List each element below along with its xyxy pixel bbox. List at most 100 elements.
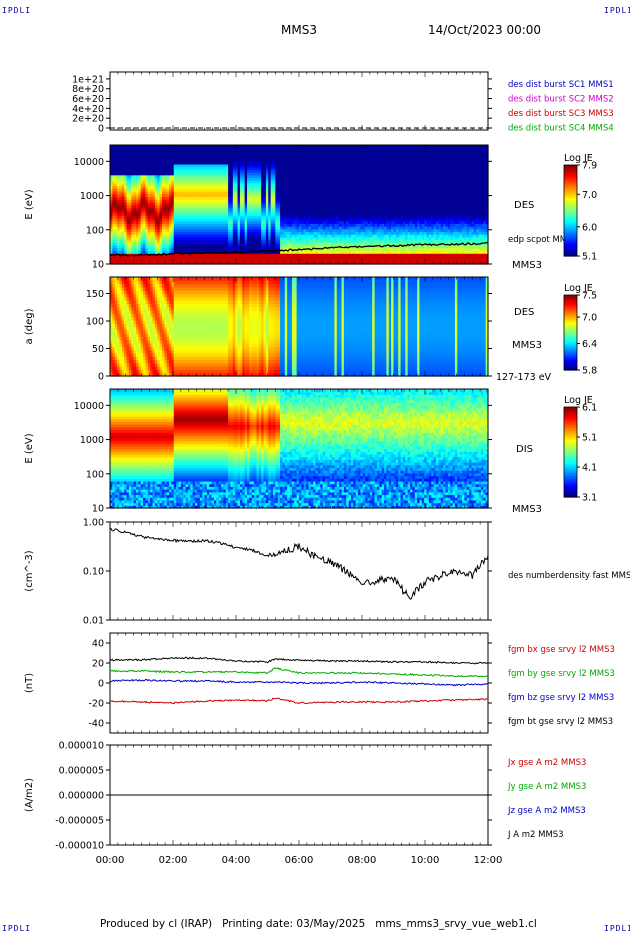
legend-entry: Jz gse A m2 MMS3 <box>507 806 586 816</box>
field-line-2 <box>109 678 489 687</box>
colorbar-title: Log JE <box>564 395 593 406</box>
colorbar-frame <box>563 406 578 498</box>
ytick-label: 10 <box>92 260 104 271</box>
xtick-label: 08:00 <box>348 855 377 866</box>
ytick-label: -40 <box>88 719 104 730</box>
corner-label-top-right: IPDLI <box>604 6 630 15</box>
datetime-title: 14/Oct/2023 00:00 <box>428 23 542 37</box>
field-line-3 <box>109 656 489 665</box>
overlay-label: edp scpot MMS3 <box>508 235 578 245</box>
legend-entry: des dist burst SC1 MMS1 <box>508 80 614 90</box>
colorbar-tick-label: 7.5 <box>582 291 597 302</box>
colorbar-tick-label: 5.8 <box>582 366 597 377</box>
colorbar-tick-label: 5.1 <box>582 433 597 444</box>
colorbar-frame <box>563 294 578 371</box>
ytick-label: 1e+21 <box>72 74 104 85</box>
legend-entry: des numberdensity fast MMS3 <box>508 571 630 581</box>
corner-label-bottom-right: IPDLI <box>604 924 630 933</box>
ytick-label: 0 <box>98 679 104 690</box>
spacecraft-label: MMS3 <box>512 340 542 351</box>
y-axis-label: a (deg) <box>24 308 35 344</box>
xtick-label: 06:00 <box>285 855 314 866</box>
field-line-1 <box>109 667 489 678</box>
xtick-label: 00:00 <box>96 855 125 866</box>
panel-frame-distance <box>109 71 489 131</box>
colorbar-title: Log JE <box>564 153 593 164</box>
corner-label-bottom-left: IPDLI <box>2 924 32 933</box>
spacecraft-label: MMS3 <box>512 504 542 515</box>
density-line <box>109 527 489 600</box>
ytick-label: 1000 <box>80 435 104 446</box>
spacecraft-title: MMS3 <box>281 23 317 37</box>
ytick-label: 100 <box>86 469 104 480</box>
ytick-label: 1000 <box>80 191 104 202</box>
ytick-label: 20 <box>92 659 104 670</box>
ytick-label: 0.000005 <box>59 766 104 777</box>
ytick-label: 8e+20 <box>72 84 104 95</box>
xtick-label: 02:00 <box>159 855 188 866</box>
ytick-label: 40 <box>92 639 104 650</box>
legend-entry: des dist burst SC4 MMS4 <box>508 124 614 134</box>
legend-entry: J A m2 MMS3 <box>507 830 564 840</box>
colorbar-tick-label: 6.4 <box>582 339 597 350</box>
colorbar-tick-label: 5.1 <box>582 252 597 263</box>
des-spectrogram-image <box>110 145 489 265</box>
ytick-label: 150 <box>86 289 104 300</box>
ytick-label: -0.000010 <box>55 841 104 852</box>
legend-entry: fgm by gse srvy l2 MMS3 <box>508 669 615 679</box>
ytick-label: 10 <box>92 504 104 515</box>
legend-entry: fgm bt gse srvy l2 MMS3 <box>508 717 613 727</box>
ytick-label: 0.000000 <box>59 791 104 802</box>
instrument-label: DIS <box>516 444 533 455</box>
field-line-0 <box>109 697 489 705</box>
ytick-label: 4e+20 <box>72 104 104 115</box>
y-axis-label: E (eV) <box>24 433 35 463</box>
pitch-angle-image <box>110 277 489 377</box>
xtick-label: 12:00 <box>474 855 503 866</box>
ytick-label: 10000 <box>74 401 104 412</box>
colorbar-tick-label: 7.0 <box>582 190 597 201</box>
dis-spectrogram-image <box>110 389 489 509</box>
colorbar-tick-label: 4.1 <box>582 463 597 474</box>
instrument-label: DES <box>514 307 534 318</box>
colorbar-tick-label: 7.9 <box>582 161 597 172</box>
minor-ticks <box>109 633 489 733</box>
ytick-label: 0.10 <box>83 567 104 578</box>
ytick-label: 2e+20 <box>72 114 104 125</box>
spacecraft-label: MMS3 <box>512 260 542 271</box>
legend-entry: fgm bz gse srvy l2 MMS3 <box>508 693 614 703</box>
energy-range-label: 127-173 eV <box>496 372 552 383</box>
ytick-label: 10000 <box>74 157 104 168</box>
minor-ticks <box>109 72 489 130</box>
legend-entry: des dist burst SC3 MMS3 <box>508 109 614 119</box>
ytick-label: 100 <box>86 225 104 236</box>
y-axis-label: E (eV) <box>24 189 35 219</box>
minor-ticks <box>109 389 489 508</box>
instrument-label: DES <box>514 200 534 211</box>
footer-credit: Produced by cl (IRAP) Printing date: 03/… <box>100 918 537 930</box>
ytick-label: 0.01 <box>83 616 104 627</box>
colorbar-frame <box>563 164 578 257</box>
ytick-label: 0 <box>98 372 104 383</box>
minor-ticks <box>109 277 489 376</box>
y-axis-label: (cm^-3) <box>24 550 35 591</box>
y-axis-label: (A/m2) <box>24 778 35 812</box>
panel-frame-density <box>109 521 489 621</box>
ytick-label: 0 <box>98 124 104 135</box>
colorbar-tick-label: 6.0 <box>582 222 597 233</box>
colorbar-title: Log JE <box>564 283 593 294</box>
colorbar-tick-label: 6.1 <box>582 403 597 414</box>
ytick-label: 0.000010 <box>59 741 104 752</box>
colorbar-pitch-angle <box>564 295 577 371</box>
legend-entry: fgm bx gse srvy l2 MMS3 <box>508 645 615 655</box>
y-axis-label: (nT) <box>24 673 35 693</box>
minor-ticks <box>109 745 489 845</box>
legend-entry: des dist burst SC2 MMS2 <box>508 95 614 105</box>
colorbar-des-energy <box>564 165 577 257</box>
corner-label-top-left: IPDLI <box>2 6 32 15</box>
xtick-label: 10:00 <box>411 855 440 866</box>
minor-ticks <box>109 145 489 264</box>
ytick-label: 100 <box>86 317 104 328</box>
